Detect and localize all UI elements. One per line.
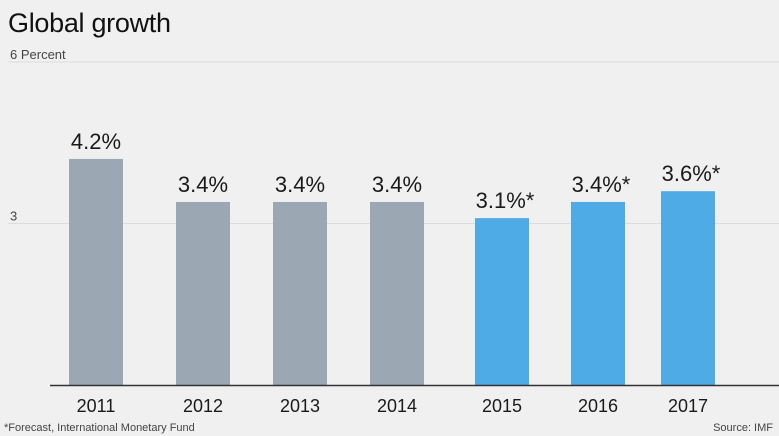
x-tick-label: 2015: [482, 396, 522, 416]
x-tick-label: 2012: [183, 396, 223, 416]
y-tick-label: 6 Percent: [10, 47, 66, 62]
bar-2013: [273, 201, 327, 385]
bar-2017: [661, 191, 715, 385]
data-label-2014: 3.4%: [372, 172, 422, 197]
bars: [69, 158, 715, 385]
x-tick-label: 2017: [668, 396, 708, 416]
data-labels: 4.2% 3.4% 3.4% 3.4% 3.1%* 3.4%* 3.6%*: [71, 129, 721, 213]
data-label-2013: 3.4%: [275, 172, 325, 197]
x-tick-label: 2013: [280, 396, 320, 416]
data-label-2016: 3.4%*: [572, 172, 631, 197]
data-label-2011: 4.2%: [71, 129, 121, 154]
data-label-2015: 3.1%*: [476, 188, 535, 213]
bar-2015: [475, 218, 529, 385]
data-label-2012: 3.4%: [178, 172, 228, 197]
x-tick-label: 2014: [377, 396, 417, 416]
x-tick-labels: 2011 2012 2013 2014 2015 2016 2017: [77, 396, 708, 416]
footnote: *Forecast, International Monetary Fund: [4, 422, 195, 434]
bar-2016: [571, 201, 625, 385]
bar-2012: [176, 201, 230, 385]
data-label-2017: 3.6%*: [662, 161, 721, 186]
y-tick-label: 3: [10, 209, 17, 224]
source-note: Source: IMF: [713, 422, 773, 434]
bar-2014: [370, 201, 424, 385]
bar-2011: [69, 158, 123, 385]
x-tick-label: 2016: [578, 396, 618, 416]
x-tick-label: 2011: [77, 396, 116, 416]
chart-title: Global growth: [8, 8, 171, 38]
